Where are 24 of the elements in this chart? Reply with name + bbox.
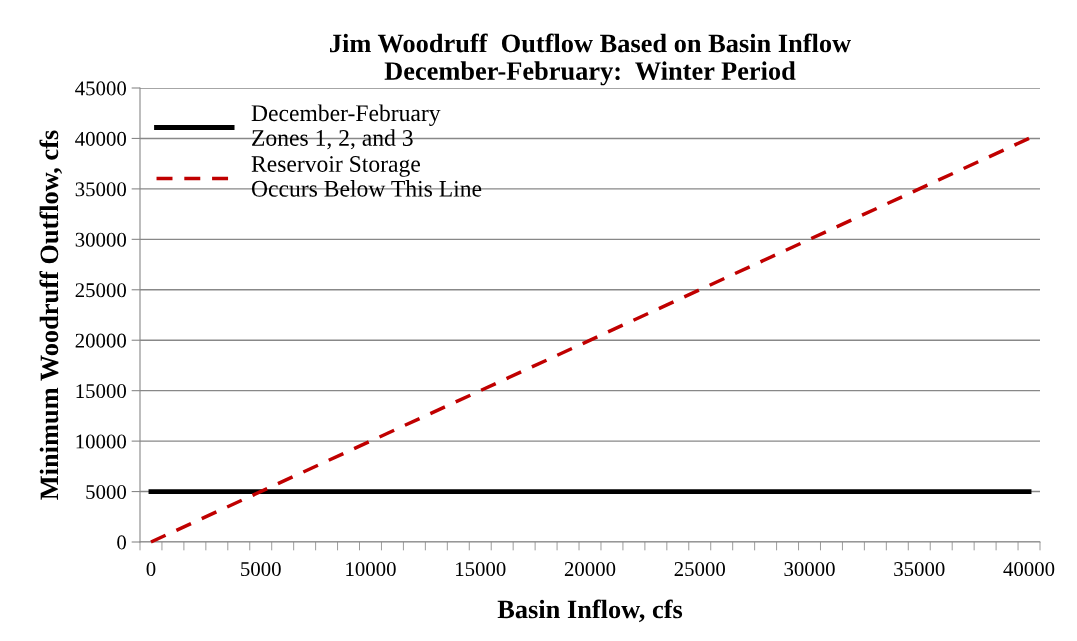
y-tick-label: 0 <box>117 535 127 550</box>
x-axis-title: Basin Inflow, cfs <box>497 599 683 623</box>
y-tick-label: 45000 <box>75 81 127 96</box>
legend-label: December-February Zones 1, 2, and 3 <box>251 104 441 150</box>
y-tick-label: 35000 <box>75 182 127 197</box>
y-tick-label: 40000 <box>75 131 127 146</box>
x-tick-label: 10000 <box>346 562 396 577</box>
x-tick-label: 40000 <box>1003 562 1055 577</box>
legend-label: Reservoir Storage Occurs Below This Line <box>251 156 482 197</box>
x-tick-label: 5000 <box>241 562 281 577</box>
x-tick-label: 0 <box>146 562 156 577</box>
x-tick-label: 30000 <box>784 562 835 577</box>
x-tick-label: 15000 <box>456 562 506 577</box>
x-tick-label: 20000 <box>564 562 616 577</box>
y-tick-label: 30000 <box>75 232 127 247</box>
y-tick-label: 10000 <box>76 434 127 449</box>
y-tick-label: 5000 <box>86 484 127 499</box>
y-axis-title: Minimum Woodruff Outflow, cfs <box>39 130 63 500</box>
y-tick-label: 20000 <box>75 333 127 348</box>
x-tick-label: 35000 <box>894 562 945 577</box>
y-tick-label: 15000 <box>76 384 127 399</box>
x-tick-label: 25000 <box>674 562 725 577</box>
y-tick-label: 25000 <box>75 283 127 298</box>
chart-title: Jim Woodruff Outflow Based on Basin Inflow December-February: Winter Period <box>330 33 851 86</box>
